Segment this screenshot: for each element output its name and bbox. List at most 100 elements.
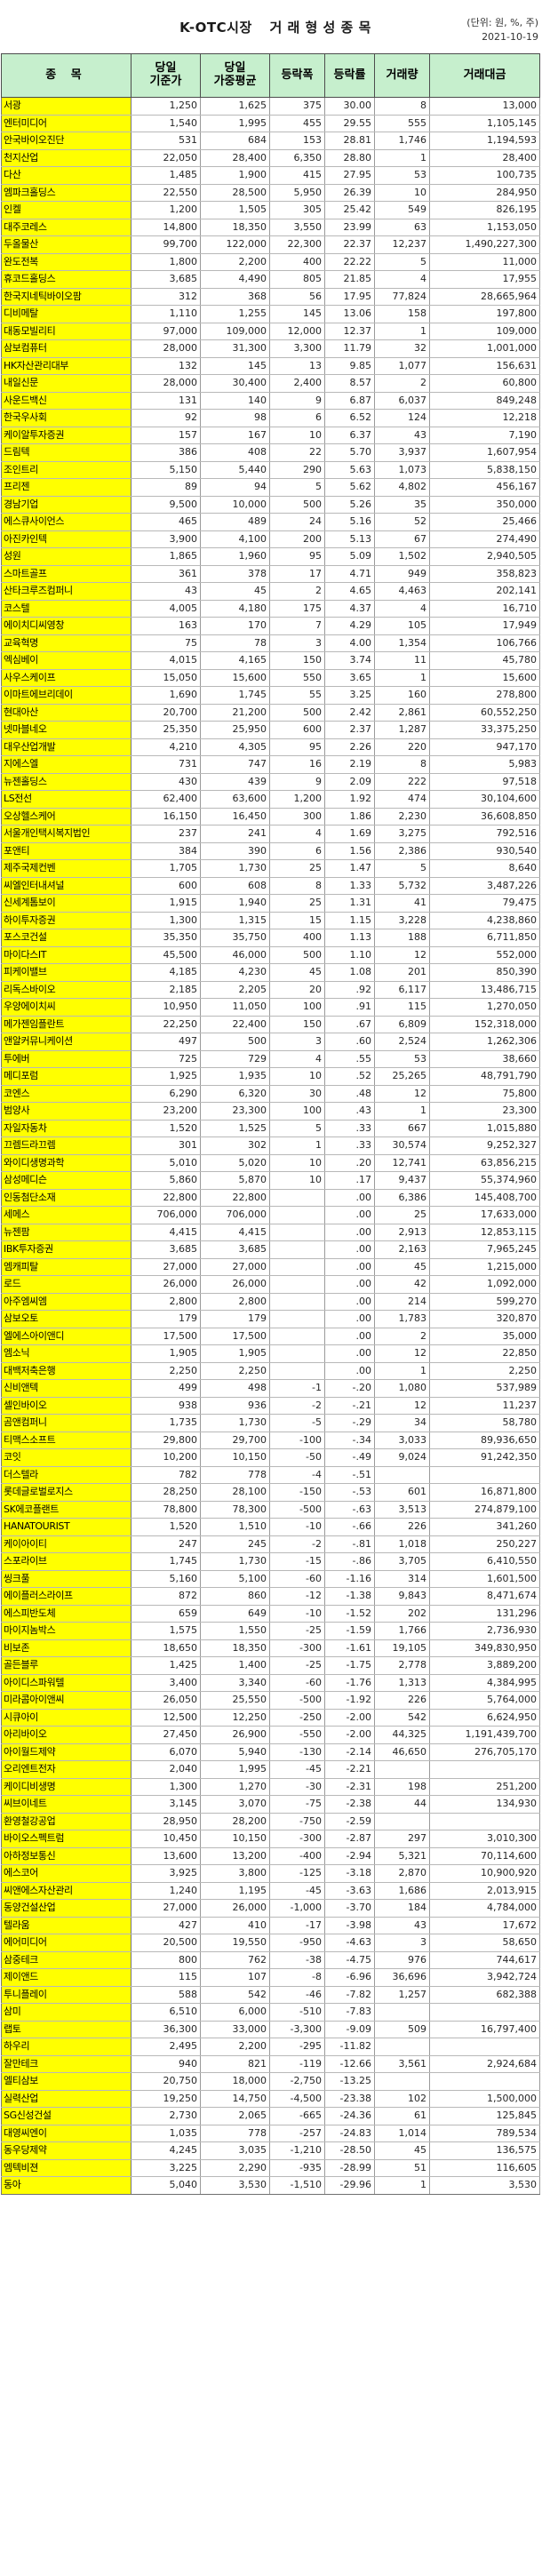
- table-row[interactable]: 현대아산 20,700 21,200 500 2.42 2,861 60,552,250: [1, 703, 540, 722]
- table-row[interactable]: 안국바이오진단 531 684 153 28.81 1,746 1,194,593: [1, 132, 540, 150]
- table-row[interactable]: 삼성메디슨 5,860 5,870 10.17 9,437 55,374,960: [1, 1171, 540, 1190]
- table-row[interactable]: 곰앤컴퍼니 1,735 1,730 -5 -.29 34 58,780: [1, 1414, 540, 1432]
- table-row[interactable]: 씽크풀 5,160 5,100 -60 -1.16 314 1,601,500: [1, 1569, 540, 1588]
- table-row[interactable]: 동아 5,040 3,530 -1,510 -29.96 1 3,530: [1, 2176, 540, 2195]
- table-row[interactable]: 경남기업 9,500 10,000 500 5.26 35 350,000: [1, 495, 540, 514]
- table-row[interactable]: 동우당제약 4,245 3,035 -1,210 -28.50 45 136,575: [1, 2141, 540, 2160]
- table-row[interactable]: 천지산업 22,050 28,400 6,350 28.80 1 28,400: [1, 148, 540, 167]
- table-row[interactable]: 아주엠씨엠 2,800 2,800.00 214 599,270: [1, 1292, 540, 1311]
- table-row[interactable]: 셀인바이오 938 936 -2 -.21 12 11,237: [1, 1396, 540, 1415]
- table-row[interactable]: 바이오스펙트럼 10,450 10,150 -300 -2.87 297 3,010,300: [1, 1830, 540, 1848]
- table-row[interactable]: 마이지놈박스 1,575 1,550 -25 -1.59 1,766 2,736,930: [1, 1622, 540, 1640]
- table-row[interactable]: 아하정보통신 13,600 13,200 -400 -2.94 5,321 70,114,6…: [1, 1846, 540, 1865]
- table-row[interactable]: HK자산관리대부 132 145 13 9.85 1,077 156,631: [1, 356, 540, 375]
- table-row[interactable]: 티맥스소프트 29,800 29,700 -100 -.34 3,033 89,936,65…: [1, 1431, 540, 1449]
- table-row[interactable]: 하이투자증권 1,300 1,315 15 1.15 3,228 4,238,860: [1, 911, 540, 929]
- table-row[interactable]: 사운드백신 131 140 9 6.87 6,037 849,248: [1, 391, 540, 410]
- table-row[interactable]: 코잇 10,200 10,150 -50 -.49 9,024 91,242,350: [1, 1448, 540, 1467]
- table-row[interactable]: 내일신문 28,000 30,400 2,400 8.57 2 60,800: [1, 374, 540, 393]
- column-header-volume[interactable]: 거래량: [374, 53, 430, 98]
- table-row[interactable]: 제이앤드 115 107 -8 -6.96 36,696 3,942,724: [1, 1968, 540, 1987]
- table-row[interactable]: 오상헬스케어 16,150 16,450 300 1.86 2,230 36,608,850: [1, 807, 540, 825]
- table-row[interactable]: 케이아이티 247 245 -2 -.81 1,018 250,227: [1, 1535, 540, 1553]
- table-row[interactable]: 케이알투자증권 157 167 10 6.37 43 7,190: [1, 426, 540, 444]
- table-row[interactable]: 신세계톰보이 1,915 1,940 25 1.31 41 79,475: [1, 894, 540, 913]
- table-row[interactable]: 시큐아이 12,500 12,250 -250 -2.00 542 6,624,950: [1, 1708, 540, 1727]
- table-row[interactable]: 서광 1,250 1,625 375 30.00 8 13,000: [1, 97, 540, 116]
- table-row[interactable]: 에이플러스라이프 872 860 -12 -1.38 9,843 8,471,674: [1, 1587, 540, 1606]
- table-row[interactable]: 실력산업 19,250 14,750 -4,500 -23.38 102 1,500,000: [1, 2089, 540, 2108]
- table-row[interactable]: 케이디비생명 1,300 1,270 -30 -2.31 198 251,200: [1, 1777, 540, 1796]
- table-row[interactable]: HANATOURIST 1,520 1,510 -10 -.66 226 341,260: [1, 1518, 540, 1536]
- table-row[interactable]: 삼미 6,510 6,000 -510 -7.83: [1, 2003, 540, 2022]
- table-row[interactable]: 오리엔트전자 2,040 1,995 -45 -2.21: [1, 1760, 540, 1779]
- table-row[interactable]: 미라콤아이앤씨 26,050 25,550 -500 -1.92 226 5,764,000: [1, 1691, 540, 1710]
- table-row[interactable]: 조인트리 5,150 5,440 290 5.63 1,073 5,838,150: [1, 460, 540, 479]
- table-row[interactable]: 대영씨엔이 1,035 778 -257 -24.83 1,014 789,534: [1, 2124, 540, 2142]
- table-row[interactable]: 삼보컴퓨터 28,000 31,300 3,300 11.79 32 1,001,000: [1, 339, 540, 358]
- table-row[interactable]: 메디포럼 1,925 1,935 10.52 25,265 48,791,790: [1, 1067, 540, 1086]
- table-row[interactable]: 엘티삼보 20,750 18,000 -2,750 -13.25: [1, 2072, 540, 2091]
- table-row[interactable]: 범양사 23,200 23,300 100.43 1 23,300: [1, 1102, 540, 1121]
- table-row[interactable]: 디비메탈 1,110 1,255 145 13.06 158 197,800: [1, 305, 540, 323]
- table-row[interactable]: 포스코건설 35,350 35,750 400 1.13 188 6,711,850: [1, 929, 540, 947]
- table-row[interactable]: 환영철강공업 28,950 28,200 -750 -2.59: [1, 1812, 540, 1830]
- table-row[interactable]: 엠캐피탈 27,000 27,000.00 45 1,215,000: [1, 1257, 540, 1276]
- table-row[interactable]: 에스큐사이언스 465 489 24 5.16 52 25,466: [1, 513, 540, 531]
- table-row[interactable]: 텔라움 427 410 -17 -3.98 43 17,672: [1, 1916, 540, 1934]
- table-row[interactable]: 씨앤에스자산관리 1,240 1,195 -45 -3.63 1,686 2,013,915: [1, 1881, 540, 1900]
- table-row[interactable]: 로드 26,000 26,000.00 42 1,092,000: [1, 1275, 540, 1294]
- table-row[interactable]: 자일자동차 1,520 1,525 5.33 667 1,015,880: [1, 1119, 540, 1137]
- table-row[interactable]: 뉴젠팜 4,415 4,415.00 2,913 12,853,115: [1, 1223, 540, 1241]
- table-row[interactable]: 씨엘인터내셔널 600 608 8 1.33 5,732 3,487,226: [1, 876, 540, 895]
- table-row[interactable]: 교육혁명 75 78 3 4.00 1,354 106,766: [1, 634, 540, 652]
- table-row[interactable]: 넷마블네오 25,350 25,950 600 2.37 1,287 33,375,250: [1, 721, 540, 739]
- column-header-change-amount[interactable]: 등락폭: [269, 53, 325, 98]
- table-row[interactable]: 코스텔 4,005 4,180 175 4.37 4 16,710: [1, 599, 540, 618]
- table-row[interactable]: 에스코어 3,925 3,800 -125 -3.18 2,870 10,900,920: [1, 1864, 540, 1883]
- table-row[interactable]: 엠소닉 1,905 1,905.00 12 22,850: [1, 1344, 540, 1363]
- table-row[interactable]: 투에버 725 729 4.55 53 38,660: [1, 1049, 540, 1068]
- table-row[interactable]: 와이디생명과학 5,010 5,020 10.20 12,741 63,856,215: [1, 1153, 540, 1172]
- table-row[interactable]: 완도전복 1,800 2,200 400 22.22 5 11,000: [1, 252, 540, 271]
- table-row[interactable]: 산타크루즈컴퍼니 43 45 2 4.65 4,463 202,141: [1, 582, 540, 601]
- column-header-name[interactable]: 종 목: [1, 53, 132, 98]
- table-row[interactable]: 마이다스IT 45,500 46,000 500 1.10 12 552,000: [1, 945, 540, 964]
- table-row[interactable]: LS전선 62,400 63,600 1,200 1.92 474 30,104,600: [1, 790, 540, 809]
- column-header-base-price[interactable]: 당일 기준가: [131, 53, 201, 98]
- table-row[interactable]: 랩토 36,300 33,000 -3,300 -9.09 509 16,797,400: [1, 2020, 540, 2038]
- table-row[interactable]: 신비앤텍 499 498 -1 -.20 1,080 537,989: [1, 1379, 540, 1398]
- table-row[interactable]: 포앤티 384 390 6 1.56 2,386 930,540: [1, 841, 540, 860]
- table-row[interactable]: 다산 1,485 1,900 415 27.95 53 100,735: [1, 166, 540, 185]
- table-row[interactable]: 휴코드홀딩스 3,685 4,490 805 21.85 4 17,955: [1, 270, 540, 289]
- table-row[interactable]: 대주코레스 14,800 18,350 3,550 23.99 63 1,153,050: [1, 218, 540, 236]
- table-row[interactable]: 엘에스아이앤디 17,500 17,500.00 2 35,000: [1, 1327, 540, 1345]
- table-row[interactable]: 씨브이네트 3,145 3,070 -75 -2.38 44 134,930: [1, 1795, 540, 1814]
- table-row[interactable]: 에어미디어 20,500 19,550 -950 -4.63 3 58,650: [1, 1934, 540, 1952]
- column-header-change-rate[interactable]: 등락률: [324, 53, 375, 98]
- table-row[interactable]: 제주국제컨벤 1,705 1,730 25 1.47 5 8,640: [1, 859, 540, 878]
- table-row[interactable]: 코엔스 6,290 6,320 30.48 12 75,800: [1, 1084, 540, 1103]
- table-row[interactable]: IBK투자증권 3,685 3,685.00 2,163 7,965,245: [1, 1240, 540, 1259]
- table-row[interactable]: 앤알커뮤니케이션 497 500 3.60 2,524 1,262,306: [1, 1033, 540, 1051]
- table-row[interactable]: 삼보오토 179 179.00 1,783 320,870: [1, 1310, 540, 1328]
- table-row[interactable]: 하우리 2,495 2,200 -295 -11.82: [1, 2038, 540, 2056]
- table-row[interactable]: 성원 1,865 1,960 95 5.09 1,502 2,940,505: [1, 547, 540, 566]
- table-row[interactable]: 에스피반도체 659 649 -10 -1.52 202 131,296: [1, 1604, 540, 1623]
- column-header-trading-value[interactable]: 거래대금: [429, 53, 540, 98]
- table-row[interactable]: 아이월드제약 6,070 5,940 -130 -2.14 46,650 276,705,1…: [1, 1743, 540, 1761]
- table-row[interactable]: 스마트골프 361 378 17 4.71 949 358,823: [1, 564, 540, 583]
- table-row[interactable]: 엠텍비젼 3,225 2,290 -935 -28.99 51 116,605: [1, 2158, 540, 2177]
- table-row[interactable]: 이마트에브리데이 1,690 1,745 55 3.25 160 278,800: [1, 686, 540, 705]
- table-row[interactable]: 스포라이브 1,745 1,730 -15 -.86 3,705 6,410,550: [1, 1552, 540, 1571]
- table-row[interactable]: 아리바이오 27,450 26,900 -550 -2.00 44,325 1,191,43…: [1, 1726, 540, 1744]
- table-row[interactable]: 잘만테크 940 821 -119 -12.66 3,561 2,924,684: [1, 2054, 540, 2073]
- table-row[interactable]: 대동모빌리티 97,000 109,000 12,000 12.37 1 109,000: [1, 322, 540, 340]
- table-row[interactable]: 롯데글로벌로지스 28,250 28,100 -150 -.53 601 16,871,80…: [1, 1483, 540, 1502]
- table-row[interactable]: 삼중테크 800 762 -38 -4.75 976 744,617: [1, 1950, 540, 1969]
- table-row[interactable]: 대백저축은행 2,250 2,250.00 1 2,250: [1, 1361, 540, 1380]
- table-row[interactable]: 리독스바이오 2,185 2,205 20.92 6,117 13,486,715: [1, 980, 540, 999]
- table-row[interactable]: 엠파크홀딩스 22,550 28,500 5,950 26.39 10 284,950: [1, 183, 540, 202]
- table-row[interactable]: 엑심베이 4,015 4,165 150 3.74 11 45,780: [1, 651, 540, 670]
- table-row[interactable]: 동양건설산업 27,000 26,000 -1,000 -3.70 184 4,784,00…: [1, 1899, 540, 1918]
